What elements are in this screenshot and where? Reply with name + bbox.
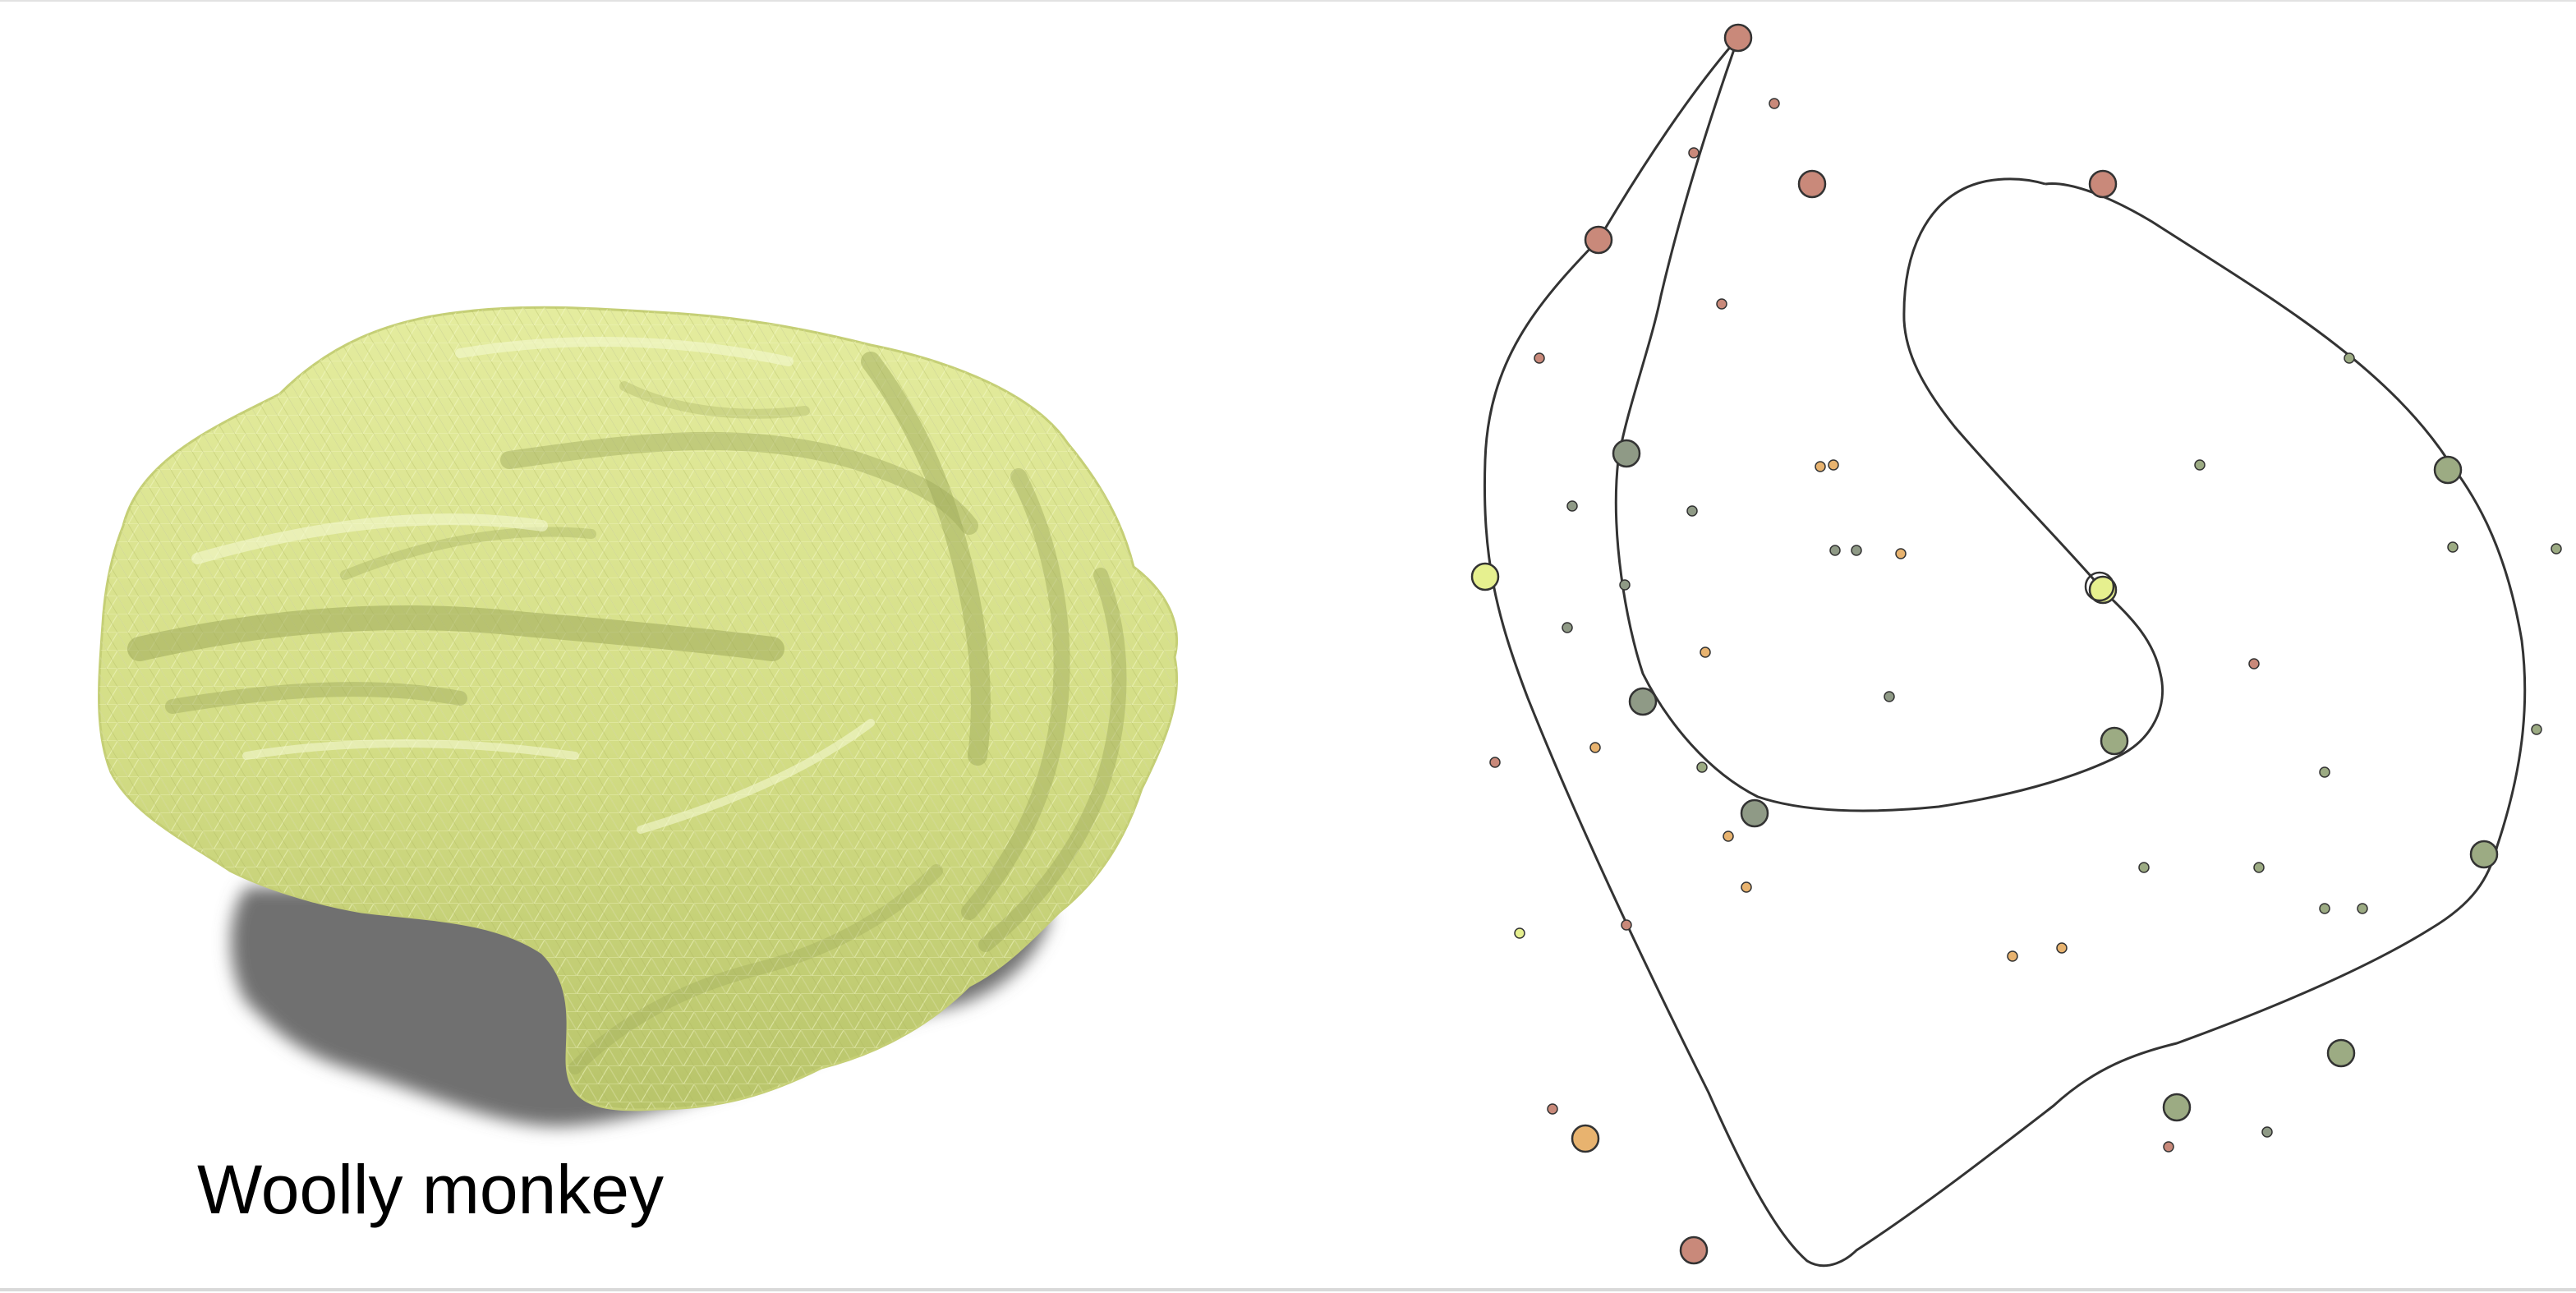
diagram-point	[1716, 298, 1727, 310]
inner-left-contour	[1614, 37, 2164, 812]
diagram-point	[1769, 98, 1780, 109]
curve-diagram	[1470, 23, 2562, 1268]
diagram-point	[1741, 881, 1752, 893]
brain-render-icon	[98, 306, 1179, 1127]
diagram-point	[2357, 903, 2368, 914]
diagram-point	[1619, 579, 1631, 591]
diagram-point	[1815, 461, 1826, 472]
curve-diagram-panel	[1281, 0, 2576, 1290]
diagram-node	[2088, 169, 2118, 199]
diagram-node	[2326, 1038, 2356, 1068]
bottom-border	[0, 1288, 2576, 1291]
diagram-node	[2433, 455, 2463, 485]
diagram-point	[1686, 505, 1698, 517]
diagram-node	[1723, 23, 1753, 53]
diagram-node	[1740, 798, 1769, 828]
diagram-node	[1584, 225, 1613, 255]
diagram-node	[2162, 1093, 2192, 1122]
diagram-node	[2100, 726, 2129, 756]
diagram-point	[2344, 352, 2355, 364]
diagram-node	[1470, 562, 1500, 591]
diagram-point	[2056, 942, 2068, 954]
inner-spiral-contour	[1902, 177, 2104, 591]
diagram-point	[2319, 903, 2330, 914]
outer-contour	[1483, 37, 2527, 1268]
diagram-point	[2261, 1126, 2273, 1138]
diagram-node-ring	[2084, 571, 2115, 602]
diagram-point	[1723, 831, 1734, 842]
diagram-point	[1621, 919, 1632, 931]
species-label: Woolly monkey	[197, 1151, 664, 1228]
diagram-point	[2248, 658, 2260, 670]
diagram-point	[2447, 541, 2459, 553]
diagram-point	[1562, 622, 1573, 633]
brain-mesh-texture	[99, 307, 1177, 1110]
diagram-point	[2551, 543, 2562, 554]
diagram-point	[2163, 1141, 2174, 1153]
diagram-point	[2253, 862, 2265, 873]
diagram-point	[1700, 646, 1711, 658]
diagram-point	[2194, 459, 2206, 471]
brain-sulci	[127, 352, 1127, 1074]
diagram-point	[1534, 352, 1545, 364]
diagram-point	[2531, 724, 2542, 735]
diagram-point	[1514, 927, 1525, 939]
diagram-point	[1884, 691, 1895, 702]
diagram-point	[1566, 500, 1578, 512]
diagram-point	[2007, 950, 2018, 962]
diagram-node	[1612, 439, 1641, 468]
diagram-node	[1628, 687, 1658, 716]
brain-highlights	[191, 337, 875, 834]
diagram-point	[1589, 742, 1601, 753]
diagram-point	[1829, 545, 1841, 556]
diagram-point	[1688, 147, 1700, 159]
diagram-point	[1547, 1103, 1558, 1115]
diagram-point	[1851, 545, 1862, 556]
diagram-node	[1679, 1235, 1709, 1265]
diagram-node	[1571, 1124, 1600, 1153]
diagram-node	[1797, 169, 1827, 199]
diagram-point	[1696, 762, 1708, 773]
diagram-point	[2138, 862, 2150, 873]
diagram-point	[1828, 459, 1839, 471]
top-border	[0, 0, 2576, 2]
diagram-node	[2469, 840, 2499, 869]
diagram-point	[1895, 548, 1907, 559]
brain-render-panel: Woolly monkey	[0, 0, 1281, 1290]
diagram-point	[2319, 766, 2330, 778]
diagram-point	[1489, 757, 1501, 768]
